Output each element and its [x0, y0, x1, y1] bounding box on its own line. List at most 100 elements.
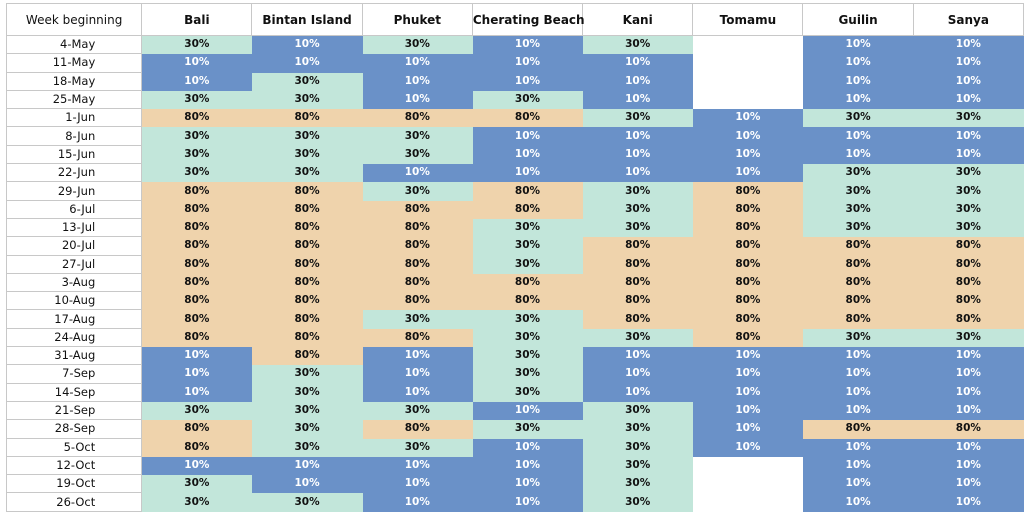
discount-cell: 10%: [471, 455, 584, 476]
week-cell: 12-Oct: [5, 455, 143, 476]
empty-cell: [692, 492, 804, 512]
discount-cell: 10%: [912, 126, 1024, 146]
week-cell: 5-Oct: [5, 437, 143, 457]
discount-cell: 10%: [802, 346, 914, 366]
discount-cell: 30%: [582, 492, 694, 512]
discount-cell: 30%: [471, 419, 584, 439]
discount-cell: 10%: [141, 364, 253, 384]
discount-cell: 30%: [471, 327, 584, 348]
week-cell: 3-Aug: [5, 272, 143, 293]
discount-cell: 30%: [582, 34, 694, 55]
discount-cell: 80%: [141, 236, 253, 256]
discount-cell: 30%: [251, 492, 363, 512]
discount-cell: 10%: [802, 126, 914, 146]
discount-cell: 10%: [692, 382, 804, 402]
discount-cell: 10%: [692, 108, 804, 128]
table-row: 28-Sep 80% 30% 80% 30% 30% 10% 80% 80%: [5, 419, 1024, 439]
week-cell: 8-Jun: [5, 126, 143, 146]
discount-cell: 10%: [692, 400, 804, 421]
discount-cell: 10%: [692, 364, 804, 384]
discount-cell: 80%: [582, 236, 694, 256]
discount-cell: 80%: [912, 272, 1024, 293]
discount-cell: 10%: [361, 346, 473, 366]
discount-cell: 80%: [692, 272, 804, 293]
discount-cell: 80%: [802, 236, 914, 256]
table-row: 21-Sep 30% 30% 30% 10% 30% 10% 10% 10%: [5, 400, 1024, 421]
discount-cell: 30%: [802, 181, 914, 201]
discount-cell: 80%: [141, 291, 253, 311]
discount-cell: 10%: [251, 53, 363, 73]
discount-cell: 80%: [251, 199, 363, 219]
discount-cell: 30%: [582, 199, 694, 219]
discount-cell: 30%: [471, 254, 584, 274]
week-cell: 22-Jun: [5, 163, 143, 183]
discount-cell: 80%: [692, 327, 804, 348]
discount-cell: 10%: [471, 144, 584, 165]
discount-cell: 30%: [582, 474, 694, 494]
discount-cell: 80%: [802, 272, 914, 293]
discount-cell: 10%: [912, 34, 1024, 55]
week-cell: 18-May: [5, 71, 143, 91]
discount-cell: 10%: [582, 126, 694, 146]
discount-cell: 10%: [361, 163, 473, 183]
discount-cell: 30%: [141, 89, 253, 110]
empty-cell: [692, 71, 804, 91]
discount-cell: 80%: [582, 254, 694, 274]
header-row: Week beginning Bali Bintan Island Phuket…: [5, 3, 1024, 36]
discount-cell: 10%: [802, 364, 914, 384]
discount-cell: 30%: [912, 108, 1024, 128]
destination-header: Bali: [141, 3, 253, 36]
discount-cell: 80%: [141, 217, 253, 238]
discount-cell: 30%: [912, 217, 1024, 238]
discount-cell: 10%: [141, 346, 253, 366]
discount-cell: 10%: [802, 89, 914, 110]
discount-cell: 10%: [582, 163, 694, 183]
discount-cell: 10%: [141, 53, 253, 73]
discount-cell: 10%: [141, 455, 253, 476]
week-cell: 29-Jun: [5, 181, 143, 201]
week-cell: 20-Jul: [5, 236, 143, 256]
table-row: 8-Jun 30% 30% 30% 10% 10% 10% 10% 10%: [5, 126, 1024, 146]
discount-cell: 10%: [582, 382, 694, 402]
discount-cell: 80%: [692, 236, 804, 256]
discount-cell: 30%: [582, 327, 694, 348]
discount-cell: 80%: [251, 309, 363, 329]
discount-cell: 80%: [471, 291, 584, 311]
discount-cell: 80%: [692, 254, 804, 274]
week-cell: 11-May: [5, 53, 143, 73]
discount-cell: 80%: [912, 309, 1024, 329]
destination-header: Kani: [582, 3, 694, 36]
table-row: 24-Aug 80% 80% 80% 30% 30% 80% 30% 30%: [5, 327, 1024, 348]
table-row: 18-May 10% 30% 10% 10% 10% 10% 10%: [5, 71, 1024, 91]
table-row: 27-Jul 80% 80% 80% 30% 80% 80% 80% 80%: [5, 254, 1024, 274]
discount-table: Week beginning Bali Bintan Island Phuket…: [5, 3, 1024, 512]
discount-cell: 10%: [692, 419, 804, 439]
discount-cell: 10%: [582, 346, 694, 366]
destination-header: Phuket: [361, 3, 473, 36]
discount-cell: 10%: [582, 53, 694, 73]
discount-cell: 10%: [912, 364, 1024, 384]
empty-cell: [692, 53, 804, 73]
empty-cell: [692, 474, 804, 494]
discount-cell: 30%: [582, 437, 694, 457]
discount-cell: 80%: [251, 254, 363, 274]
discount-cell: 80%: [251, 346, 363, 366]
discount-cell: 80%: [692, 199, 804, 219]
discount-cell: 80%: [361, 291, 473, 311]
discount-cell: 30%: [251, 419, 363, 439]
table-row: 10-Aug 80% 80% 80% 80% 80% 80% 80% 80%: [5, 291, 1024, 311]
discount-cell: 30%: [251, 144, 363, 165]
discount-cell: 80%: [141, 327, 253, 348]
week-cell: 24-Aug: [5, 327, 143, 348]
discount-cell: 80%: [912, 419, 1024, 439]
discount-cell: 10%: [361, 53, 473, 73]
discount-cell: 10%: [141, 382, 253, 402]
discount-cell: 80%: [361, 199, 473, 219]
discount-cell: 80%: [141, 419, 253, 439]
destination-header: Cherating Beach: [471, 3, 585, 36]
empty-cell: [692, 455, 804, 476]
discount-cell: 30%: [471, 382, 584, 402]
discount-cell: 10%: [471, 437, 584, 457]
discount-cell: 10%: [802, 71, 914, 91]
discount-cell: 10%: [471, 53, 584, 73]
